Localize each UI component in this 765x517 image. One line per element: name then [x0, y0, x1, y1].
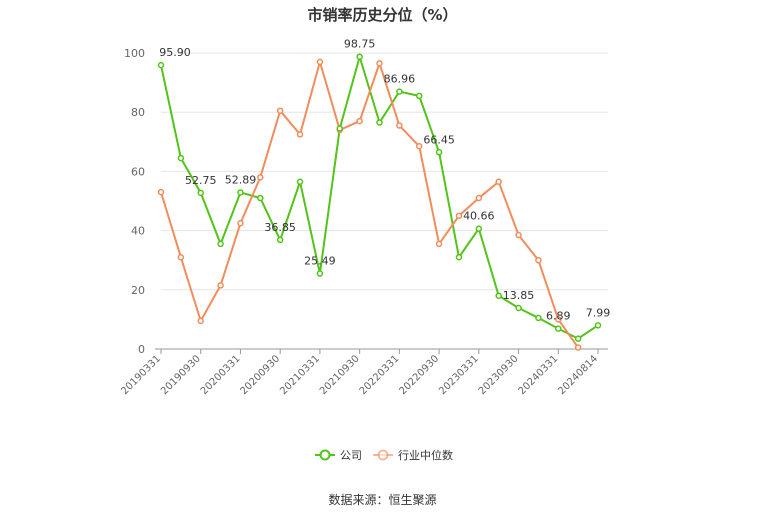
series-point-1 [535, 256, 542, 264]
series-point-1 [316, 58, 324, 66]
data-label: 13.85 [503, 289, 535, 302]
series-point-1 [475, 194, 483, 202]
series-point-0 [475, 225, 483, 232]
x-tick-label: 20240814 [556, 353, 600, 397]
chart-title: 市销率历史分位（%） [307, 6, 458, 24]
x-tick-label: 20240331 [517, 353, 561, 397]
series-point-0 [177, 154, 185, 162]
x-tick-label: 20200930 [239, 353, 283, 397]
series-point-1 [217, 282, 224, 289]
series-point-0 [157, 61, 165, 69]
x-tick-label: 20230930 [477, 353, 521, 397]
series-point-0 [276, 236, 284, 244]
data-label: 52.75 [185, 174, 217, 187]
x-tick-label: 20190930 [159, 353, 203, 397]
x-tick-label: 20220331 [358, 353, 402, 397]
y-tick-label: 80 [131, 106, 145, 119]
series-point-0 [515, 304, 522, 312]
y-tick-label: 60 [131, 165, 145, 178]
data-label: 95.90 [159, 46, 191, 59]
data-label: 86.96 [384, 73, 416, 86]
series-point-0 [237, 189, 244, 196]
series-line-1 [160, 58, 579, 349]
x-tick-label: 20230331 [437, 353, 481, 397]
x-tick-label: 20210930 [318, 353, 362, 397]
data-label: 6.89 [546, 310, 571, 323]
series-point-0 [495, 292, 502, 299]
series-point-1 [356, 117, 363, 125]
series-point-0 [296, 178, 304, 186]
y-tick-label: 40 [131, 225, 145, 238]
series-point-1 [376, 60, 383, 67]
series-point-0 [197, 189, 204, 197]
series-point-0 [555, 325, 562, 332]
series-point-1 [257, 174, 264, 181]
data-label: 52.89 [225, 173, 257, 186]
series-point-1 [555, 316, 562, 323]
series-point-1 [177, 253, 185, 261]
series-point-0 [217, 240, 224, 248]
data-label: 98.75 [344, 38, 376, 51]
series-point-0 [336, 125, 344, 132]
series-point-1 [415, 142, 423, 150]
source-note: 数据来源：恒生聚源 [328, 493, 437, 507]
series-point-1 [276, 107, 284, 114]
series-point-1 [157, 188, 165, 196]
series-point-0 [376, 119, 383, 126]
legend-marker-1 [377, 449, 389, 461]
series-point-0 [316, 270, 324, 277]
series-point-0 [396, 88, 403, 95]
series-point-0 [574, 335, 582, 342]
x-tick-label: 20200331 [199, 353, 243, 397]
data-label: 40.66 [463, 210, 495, 223]
data-label: 7.99 [586, 306, 611, 319]
data-label: 66.45 [423, 133, 455, 146]
series-point-1 [296, 131, 304, 138]
legend-label-1: 行业中位数 [398, 448, 453, 462]
series-point-0 [455, 253, 463, 261]
series-point-1 [197, 317, 204, 325]
series-point-1 [495, 178, 502, 186]
series-point-1 [237, 219, 244, 227]
series-point-0 [257, 194, 264, 202]
series-point-1 [435, 240, 443, 248]
y-tick-label: 20 [131, 284, 145, 297]
data-label: 25.49 [304, 255, 336, 268]
legend-label-0: 公司 [340, 449, 362, 462]
series-point-1 [455, 212, 463, 220]
series-point-1 [574, 344, 582, 351]
y-tick-label: 100 [124, 47, 145, 60]
series-point-0 [535, 314, 542, 322]
x-tick-label: 20220930 [397, 353, 441, 397]
y-tick-label: 0 [138, 343, 145, 356]
series-point-1 [396, 122, 403, 129]
series-point-0 [435, 149, 443, 156]
x-tick-label: 20190331 [119, 353, 163, 397]
series-point-0 [356, 53, 363, 60]
x-tick-label: 20210331 [278, 353, 322, 397]
data-label: 36.85 [264, 221, 296, 234]
legend-marker-0 [319, 449, 331, 461]
series-point-1 [515, 231, 522, 239]
series-point-0 [594, 322, 602, 329]
series-point-0 [415, 92, 423, 100]
